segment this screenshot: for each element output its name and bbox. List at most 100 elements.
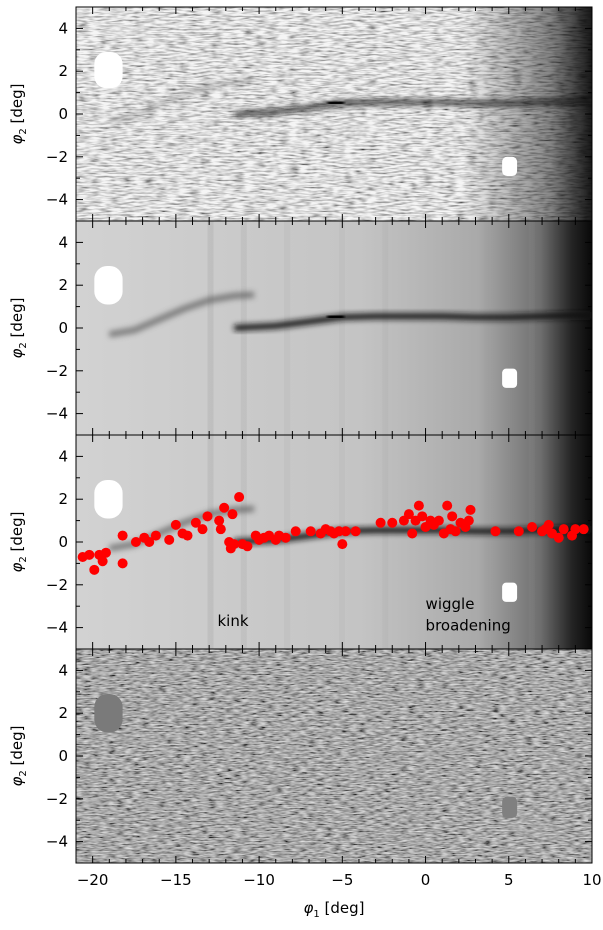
- mask-region: [94, 266, 122, 305]
- data-point: [554, 533, 564, 543]
- stream-density-peak: [327, 316, 344, 317]
- y-tick-label: 4: [58, 233, 68, 251]
- image-darkening: [76, 7, 592, 221]
- data-point: [214, 516, 224, 526]
- y-tick-label: 0: [58, 747, 68, 765]
- data-point: [242, 541, 252, 551]
- y-axis-symbol: φ: [8, 349, 26, 359]
- data-point: [183, 531, 193, 541]
- data-point: [407, 528, 417, 538]
- y-tick-label: 2: [58, 62, 68, 80]
- data-point: [544, 520, 554, 530]
- data-point: [351, 526, 361, 536]
- annotation-text: broadening: [426, 616, 511, 634]
- data-point: [171, 520, 181, 530]
- y-tick-label: 0: [58, 105, 68, 123]
- data-point: [101, 548, 111, 558]
- y-axis-symbol: φ: [8, 135, 26, 145]
- mask-region: [502, 583, 517, 602]
- panel-data-image: [76, 7, 592, 221]
- data-point: [164, 535, 174, 545]
- y-tick-label: 2: [58, 704, 68, 722]
- x-tick-label: −10: [243, 871, 275, 889]
- y-axis-label: φ2 [deg]: [8, 725, 29, 786]
- panel-model: −4 −2 0 2 4 φ2 [deg]: [8, 221, 592, 435]
- y-tick-label: 2: [58, 276, 68, 294]
- data-point: [514, 526, 524, 536]
- image-stripe: [382, 221, 388, 435]
- x-tick-label: 0: [421, 871, 431, 889]
- data-point: [579, 524, 589, 534]
- image-stripe: [484, 221, 490, 435]
- data-point: [341, 526, 351, 536]
- data-point: [281, 533, 291, 543]
- y-tick-label: 2: [58, 490, 68, 508]
- x-axis-unit: [deg]: [320, 899, 365, 917]
- data-point: [98, 556, 108, 566]
- data-point: [465, 505, 475, 515]
- y-tick-label: 4: [58, 19, 68, 37]
- y-tick-label: −2: [46, 576, 68, 594]
- data-point: [219, 503, 229, 513]
- data-point: [118, 558, 128, 568]
- data-point: [559, 524, 569, 534]
- mask-region: [502, 157, 517, 176]
- data-point: [337, 539, 347, 549]
- data-point: [234, 492, 244, 502]
- data-point: [414, 501, 424, 511]
- image-stripe: [529, 221, 535, 435]
- data-point: [291, 526, 301, 536]
- y-axis-symbol: φ: [8, 777, 26, 787]
- y-axis-unit: [deg]: [8, 511, 26, 556]
- data-point: [451, 526, 461, 536]
- mask-region: [94, 52, 122, 88]
- data-point: [227, 509, 237, 519]
- data-point: [89, 565, 99, 575]
- y-tick-label: −2: [46, 790, 68, 808]
- data-point: [216, 524, 226, 534]
- x-tick-label: 10: [582, 871, 601, 889]
- y-axis-label: φ2 [deg]: [8, 83, 29, 144]
- y-axis-label: φ2 [deg]: [8, 511, 29, 572]
- y-tick-label: −4: [46, 405, 68, 423]
- y-axis-unit: [deg]: [8, 297, 26, 342]
- data-point: [306, 526, 316, 536]
- data-point: [434, 516, 444, 526]
- image-stripe: [207, 221, 213, 435]
- data-point: [447, 511, 457, 521]
- image-stripe: [284, 221, 290, 435]
- y-tick-label: 0: [58, 319, 68, 337]
- image-stripe: [339, 221, 345, 435]
- x-axis-label: φ1 [deg]: [303, 899, 364, 920]
- data-point: [387, 518, 397, 528]
- y-axis-unit: [deg]: [8, 725, 26, 770]
- mask-region: [502, 797, 517, 818]
- x-tick-label: −5: [331, 871, 353, 889]
- y-axis-label: φ2 [deg]: [8, 297, 29, 358]
- mask-region: [94, 694, 122, 733]
- data-point: [490, 526, 500, 536]
- image-stripe: [207, 435, 213, 649]
- mask-region: [502, 369, 517, 388]
- y-tick-label: −2: [46, 148, 68, 166]
- y-axis-unit: [deg]: [8, 83, 26, 128]
- image-background: [76, 221, 592, 435]
- y-tick-label: 0: [58, 533, 68, 551]
- y-tick-label: −2: [46, 362, 68, 380]
- image-noise: [76, 649, 592, 863]
- data-point: [376, 518, 386, 528]
- x-tick-label: −15: [160, 871, 192, 889]
- data-point: [84, 550, 94, 560]
- panel-model-with-points: kinkwigglebroadening−4−2024φ2 [deg]: [8, 435, 592, 649]
- panel-residual-image: [76, 649, 592, 863]
- data-point: [151, 531, 161, 541]
- y-tick-label: −4: [46, 619, 68, 637]
- data-point: [464, 516, 474, 526]
- data-point: [527, 522, 537, 532]
- x-axis-symbol: φ: [303, 899, 313, 917]
- data-point: [198, 524, 208, 534]
- x-tick-label: 5: [504, 871, 514, 889]
- x-tick-label: −20: [77, 871, 109, 889]
